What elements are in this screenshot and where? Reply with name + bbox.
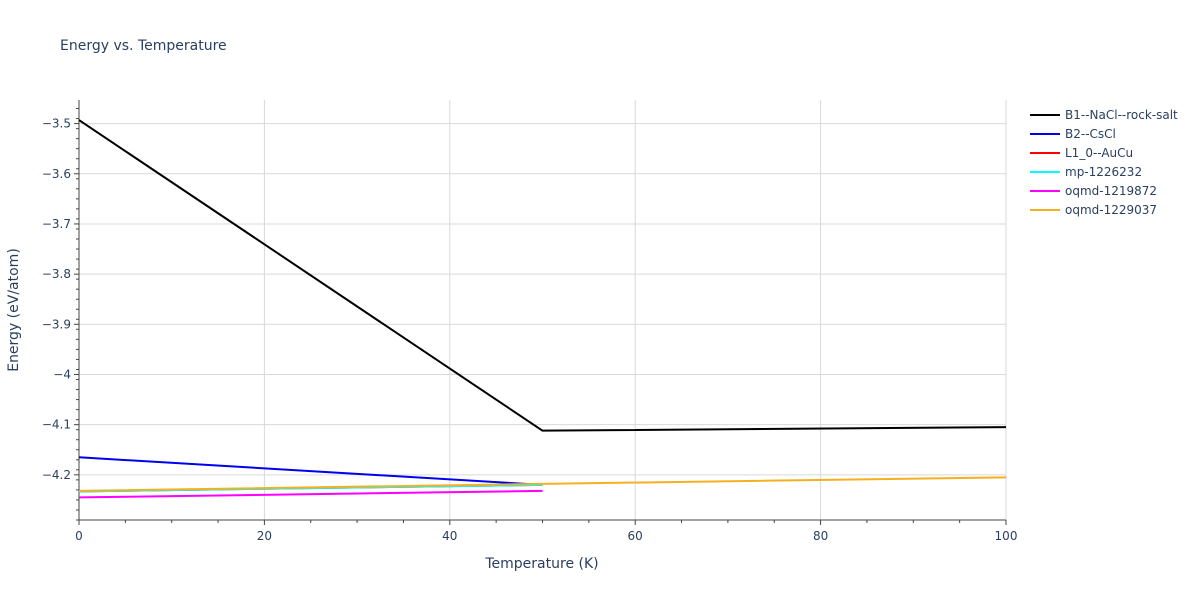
x-tick-label: 0: [75, 529, 83, 543]
legend: B1--NaCl--rock-salt B2--CsCl L1_0--AuCu mp-…: [1030, 108, 1178, 217]
legend-label: mp-1226232: [1065, 165, 1142, 179]
legend-item[interactable]: mp-1226232: [1030, 165, 1142, 179]
legend-item[interactable]: L1_0--AuCu: [1030, 146, 1133, 160]
x-tick-label: 40: [442, 529, 457, 543]
series-line-oqmd-1229037: [78, 476, 1007, 492]
series-line-b2-cscl: [78, 456, 543, 486]
y-tick-label: −3.8: [42, 267, 71, 281]
legend-label: oqmd-1229037: [1065, 203, 1157, 217]
legend-item[interactable]: B2--CsCl: [1030, 127, 1116, 141]
axes: 0 20 40 60 80 100 −3.5 −3.6 −3.7 −3.8 −3.9 −4 −4.1 −4…: [42, 100, 1018, 543]
series-line-b1-nacl-rock-salt: [78, 119, 1007, 432]
series-line-oqmd-1219872: [78, 489, 543, 499]
grid: [79, 100, 1007, 520]
legend-item[interactable]: oqmd-1229037: [1030, 203, 1157, 217]
y-tick-label: −3.6: [42, 167, 71, 181]
y-tick-label: −3.5: [42, 117, 71, 131]
legend-item[interactable]: oqmd-1219872: [1030, 184, 1157, 198]
x-tick-label: 100: [995, 529, 1018, 543]
legend-label: B2--CsCl: [1065, 127, 1116, 141]
x-tick-label: 20: [257, 529, 272, 543]
chart-title: Energy vs. Temperature: [60, 38, 227, 54]
x-tick-label: 60: [628, 529, 643, 543]
legend-label: oqmd-1219872: [1065, 184, 1157, 198]
y-tick-label: −3.7: [42, 217, 71, 231]
y-axis-title: Energy (eV/atom): [6, 248, 22, 372]
series-layer: [78, 119, 1007, 499]
y-tick-label: −4.2: [42, 468, 71, 482]
legend-label: L1_0--AuCu: [1065, 146, 1133, 160]
y-tick-label: −4: [53, 367, 71, 381]
x-axis-title: Temperature (K): [484, 556, 598, 572]
x-tick-label: 80: [813, 529, 828, 543]
y-tick-label: −4.1: [42, 418, 71, 432]
y-tick-label: −3.9: [42, 317, 71, 331]
legend-item[interactable]: B1--NaCl--rock-salt: [1030, 108, 1178, 122]
legend-label: B1--NaCl--rock-salt: [1065, 108, 1178, 122]
